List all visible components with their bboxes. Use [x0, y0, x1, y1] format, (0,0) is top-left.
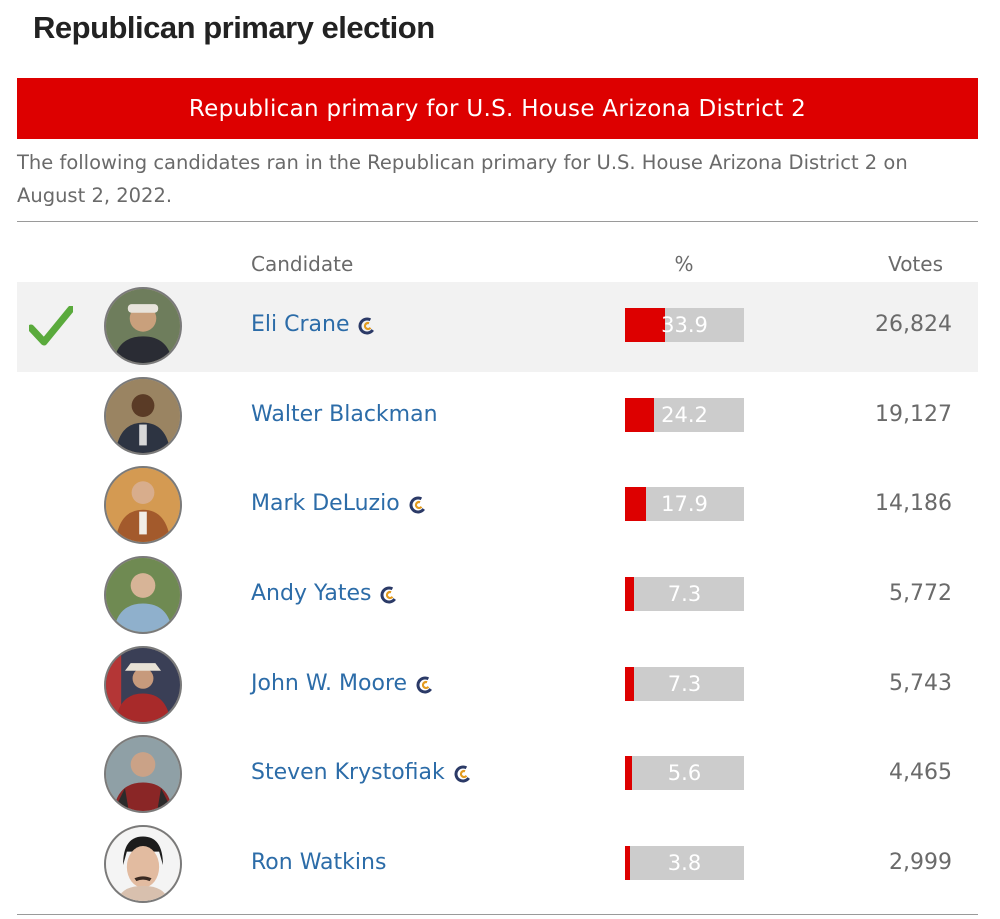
person-silhouette-icon	[106, 827, 180, 902]
percent-value: 5.6	[667, 761, 702, 786]
ballotpedia-c-icon	[416, 676, 434, 694]
candidate-row: Mark DeLuzio 17.9 14,186	[17, 461, 978, 551]
checkmark-icon	[29, 306, 73, 346]
candidate-name-link[interactable]: Steven Krystofiak	[251, 760, 445, 786]
percent-bar: 5.6	[625, 756, 744, 791]
percent-bar-fill	[625, 756, 632, 791]
person-silhouette-icon	[106, 378, 180, 453]
race-description: The following candidates ran in the Repu…	[17, 151, 908, 207]
percent-bar: 24.2	[625, 397, 744, 432]
vote-count: 14,186	[875, 491, 952, 517]
candidate-name-link[interactable]: Walter Blackman	[251, 401, 438, 427]
percent-bar-fill	[625, 666, 634, 701]
percent-value: 17.9	[661, 492, 708, 517]
column-header-votes: Votes	[888, 252, 943, 276]
percent-bar: 17.9	[625, 487, 744, 522]
person-silhouette-icon	[106, 289, 180, 363]
vote-count: 26,824	[875, 312, 952, 337]
column-header-percent: %	[674, 252, 694, 276]
vote-count: 5,743	[889, 670, 952, 696]
candidate-row: Walter Blackman 24.2 19,127	[17, 372, 978, 462]
column-header-candidate: Candidate	[251, 252, 354, 276]
percent-bar-fill	[625, 846, 630, 881]
candidate-photo	[104, 287, 182, 365]
vote-count: 19,127	[875, 401, 952, 427]
vote-count: 5,772	[889, 581, 952, 607]
candidate-name-link[interactable]: Eli Crane	[251, 312, 350, 337]
race-banner-title: Republican primary for U.S. House Arizon…	[188, 95, 807, 122]
percent-bar: 7.3	[625, 666, 744, 701]
candidate-row: Eli Crane 33.9 26,824	[17, 282, 978, 372]
percent-bar: 33.9	[625, 308, 744, 342]
vote-count: 2,999	[889, 850, 952, 876]
table-bottom-divider	[17, 914, 978, 915]
candidate-name-link[interactable]: Ron Watkins	[251, 850, 387, 876]
person-silhouette-icon	[106, 468, 180, 543]
ballotpedia-c-icon	[380, 586, 398, 604]
candidate-photo	[104, 556, 182, 635]
person-silhouette-icon	[106, 647, 180, 722]
percent-bar-fill	[625, 308, 666, 342]
table-top-divider	[17, 221, 978, 222]
candidate-row: Ron Watkins 3.8 2,999	[17, 820, 978, 910]
candidate-photo	[104, 645, 182, 724]
vote-count: 4,465	[889, 760, 952, 786]
percent-value: 7.3	[667, 671, 702, 696]
candidate-row: John W. Moore 7.3 5,743	[17, 641, 978, 731]
percent-bar-fill	[625, 487, 647, 522]
percent-bar-fill	[625, 397, 654, 432]
percent-bar-fill	[625, 577, 634, 612]
candidate-name-link[interactable]: John W. Moore	[251, 670, 408, 696]
candidate-row: Andy Yates 7.3 5,772	[17, 551, 978, 641]
percent-bar: 3.8	[625, 846, 744, 881]
candidate-name-link[interactable]: Andy Yates	[251, 581, 372, 607]
ballotpedia-c-icon	[454, 765, 472, 783]
ballotpedia-c-icon	[409, 496, 427, 514]
person-silhouette-icon	[106, 558, 180, 633]
race-banner: Republican primary for U.S. House Arizon…	[17, 78, 978, 139]
percent-value: 7.3	[667, 582, 702, 607]
percent-value: 33.9	[661, 313, 708, 337]
ballotpedia-c-icon	[358, 317, 376, 335]
candidate-photo	[104, 376, 182, 455]
candidate-name-link[interactable]: Mark DeLuzio	[251, 491, 400, 517]
page-title: Republican primary election	[33, 10, 435, 45]
percent-bar: 7.3	[625, 577, 744, 612]
percent-value: 3.8	[667, 851, 702, 876]
candidate-photo	[104, 825, 182, 904]
candidate-row: Steven Krystofiak 5.6 4,465	[17, 730, 978, 820]
candidate-photo	[104, 466, 182, 545]
person-silhouette-icon	[106, 737, 180, 812]
candidate-photo	[104, 735, 182, 814]
percent-value: 24.2	[661, 402, 708, 427]
results-table: Eli Crane 33.9 26,824 Walter Blackman	[17, 282, 978, 910]
